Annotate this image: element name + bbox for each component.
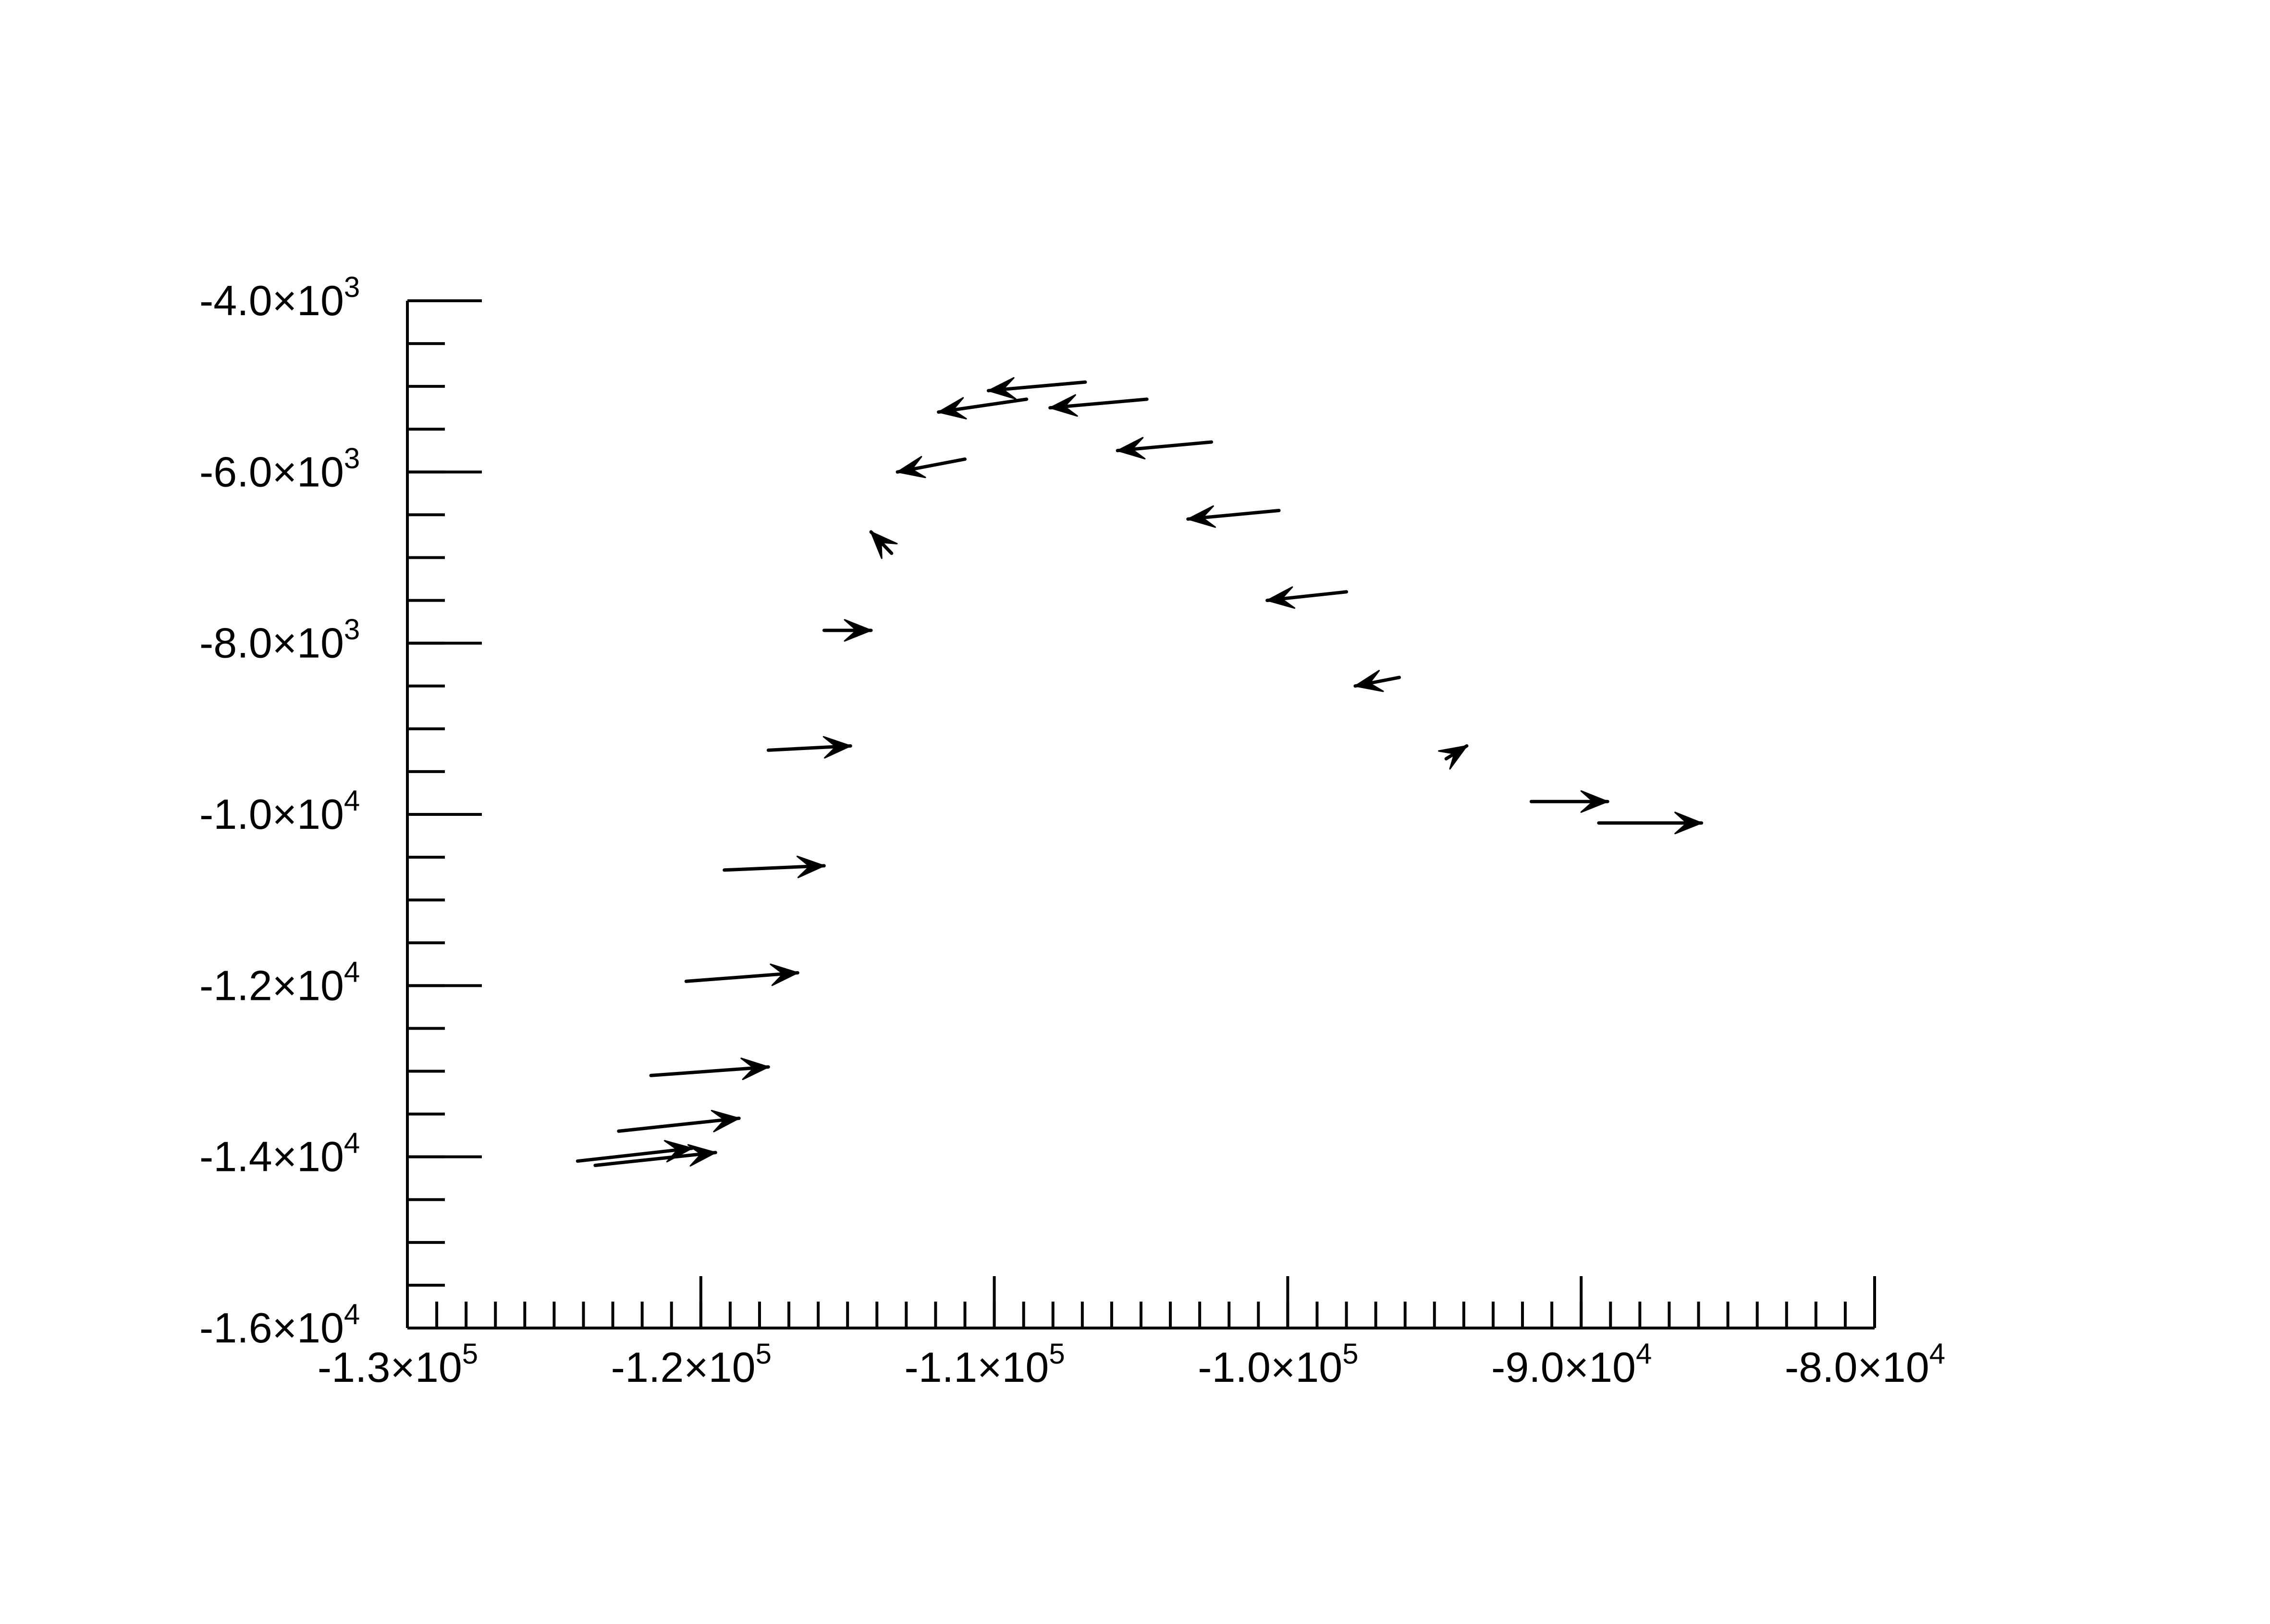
y-tick-label: -4.0×103 [199,271,360,324]
vector-arrow [869,530,898,559]
vector-arrow [593,1144,717,1167]
arrow-head [740,1058,769,1081]
arrow-shaft [593,1151,717,1167]
vector-arrow [986,377,1087,400]
arrow-shaft [617,1116,741,1133]
arrow-head [938,397,967,419]
arrow-head [796,855,825,878]
arrow-shaft [576,1146,694,1163]
vector-arrow [822,619,873,642]
arrow-shaft [986,380,1087,393]
vector-arrow [723,855,826,878]
arrow-head [1187,505,1216,528]
arrow-head [987,377,1017,400]
vector-arrow [937,397,1029,419]
arrow-shaft [723,864,826,872]
y-tick-label: -1.0×104 [199,785,360,838]
vector-arrow [1529,790,1609,813]
x-tick-label: -1.2×105 [611,1338,772,1391]
vector-arrow [1265,586,1349,609]
x-tick-label: -8.0×104 [1785,1338,1945,1391]
arrow-head [844,619,872,642]
vector-arrow [1186,505,1281,528]
vector-arrow [1048,394,1149,417]
arrow-head [770,963,798,986]
arrow-series [576,377,1704,1167]
y-tick-label: -1.4×104 [199,1127,360,1181]
arrow-head [687,1144,716,1167]
y-tick-label: -8.0×103 [199,614,360,667]
vector-arrow [1116,437,1214,460]
vector-arrow [1353,670,1401,692]
y-tick-label: -1.2×104 [199,956,360,1009]
vector-arrow [684,963,799,986]
arrow-head [1438,745,1468,770]
arrow-shaft [1048,397,1149,410]
arrow-head [1580,790,1608,813]
arrow-head [1117,437,1146,460]
y-tick-label: -1.6×104 [199,1298,360,1352]
arrow-shaft [1116,440,1214,453]
x-tick-label: -1.3×105 [318,1338,478,1391]
arrow-head [711,1109,740,1132]
arrow-head [870,531,898,559]
x-tick-label: -1.1×105 [904,1338,1065,1391]
x-tick-label: -1.0×105 [1198,1338,1358,1391]
arrow-head [896,455,926,479]
arrow-head [1266,586,1296,609]
arrow-head [822,736,851,759]
arrow-shaft [649,1065,770,1077]
vector-arrow [896,455,967,479]
vector-arrow [649,1058,770,1081]
vector-arrow [766,736,852,759]
arrow-head [1674,812,1703,835]
axes: -1.3×105 -1.2×105 -1.1×105 -1.0×105 -9.0×104… [199,271,1945,1391]
vector-arrow [1438,744,1469,770]
arrow-head [1049,394,1078,417]
x-tick-label: -9.0×104 [1491,1338,1652,1391]
y-tick-label: -6.0×103 [199,442,360,495]
vector-arrow [1597,812,1704,835]
arrow-shaft [684,971,799,983]
arrow-head [1354,670,1384,692]
vector-arrow [617,1109,741,1133]
